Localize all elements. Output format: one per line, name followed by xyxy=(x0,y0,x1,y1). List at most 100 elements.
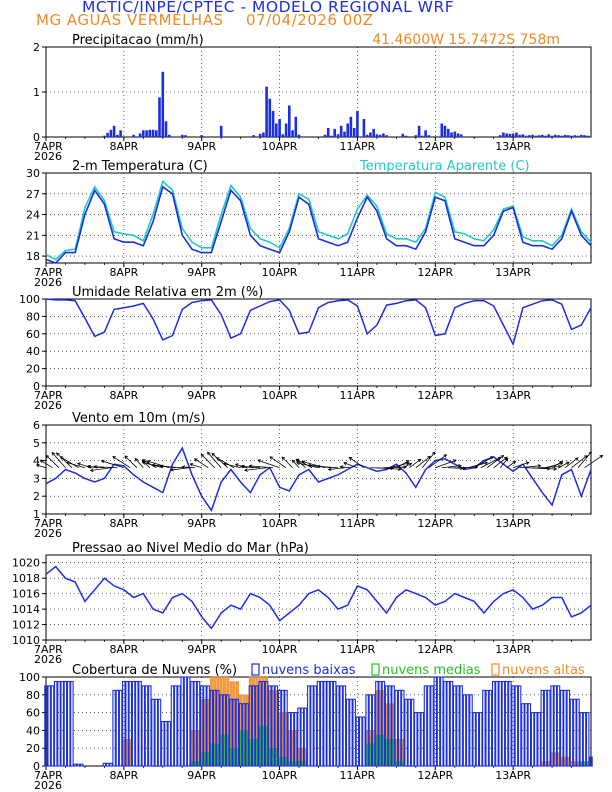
wind-arrow-head xyxy=(87,464,92,469)
wind-arrow-head xyxy=(65,461,70,465)
low-cloud-bar xyxy=(488,689,493,767)
precip-bar xyxy=(151,129,155,137)
low-cloud-bar xyxy=(63,680,68,767)
pressure-xtick-label: 12APR xyxy=(417,643,453,656)
wind-arrow-head xyxy=(295,458,300,463)
wind-arrow-head xyxy=(458,464,462,468)
wind-arrow xyxy=(170,467,189,471)
wind-arrow-head xyxy=(490,456,494,460)
low-cloud-bar xyxy=(465,694,470,767)
wind-arrow-head xyxy=(452,459,457,463)
wind-arrow-head xyxy=(243,468,248,472)
wind-arrow-head xyxy=(248,464,253,468)
wind-arrow-head xyxy=(408,462,413,467)
precip-bar xyxy=(268,98,272,138)
wind-title: Vento em 10m (m/s) xyxy=(72,411,205,426)
cloud-legend-swatch xyxy=(371,663,380,676)
wind-arrow-head xyxy=(565,461,570,465)
precip-bar xyxy=(447,128,450,137)
pressure-xtick-label: 8APR xyxy=(109,643,138,656)
cloud-legend-swatch xyxy=(491,663,500,676)
precip-bar xyxy=(570,135,573,137)
low-cloud-bar xyxy=(491,680,496,767)
pressure-xtick-label: 11APR xyxy=(340,643,376,656)
wind-arrow xyxy=(182,466,196,469)
low-cloud-bar xyxy=(199,685,204,767)
coords-label: 41.4600W 15.7472S 758m xyxy=(372,32,560,48)
rh-ytick-label: 100 xyxy=(19,293,40,306)
low-cloud-bar xyxy=(57,680,61,767)
rh-xtick-label: 7APR xyxy=(34,389,63,402)
wind-arrow xyxy=(112,456,131,469)
low-cloud-bar xyxy=(161,720,165,767)
precip-bar xyxy=(352,128,356,137)
wind-arrow xyxy=(101,460,124,469)
wind-arrow-head xyxy=(316,464,321,469)
low-cloud-bar xyxy=(105,762,110,767)
wind-arrow-head xyxy=(59,456,64,460)
wind-arrow xyxy=(343,462,358,469)
low-cloud-bar xyxy=(180,676,184,767)
low-cloud-bar xyxy=(135,680,139,767)
precip-bar xyxy=(537,135,541,137)
low-cloud-bar xyxy=(264,680,269,767)
low-cloud-bar xyxy=(378,680,382,767)
wind-arrow-head xyxy=(141,459,146,463)
wind-arrow xyxy=(223,463,241,469)
wind-arrow-head xyxy=(405,460,410,464)
temp-xtick-label: 12APR xyxy=(417,266,453,279)
clouds-xtick-label: 11APR xyxy=(340,769,376,782)
wind-arrow-head xyxy=(291,459,296,464)
precip-year-label: 2026 xyxy=(34,150,62,163)
cloud-legend-label: nuvens medias xyxy=(382,663,481,678)
precip-bar xyxy=(378,134,382,138)
wind-ytick-label: 3 xyxy=(33,472,40,485)
low-cloud-bar xyxy=(495,680,499,767)
low-cloud-bar xyxy=(294,712,298,767)
wind-arrow xyxy=(124,455,138,469)
rh-title: Umidade Relativa em 2m (%) xyxy=(72,285,263,300)
low-cloud-bar xyxy=(258,680,262,767)
low-cloud-bar xyxy=(235,698,240,767)
low-cloud-bar xyxy=(391,685,395,767)
rh-ytick-label: 60 xyxy=(26,328,40,341)
low-cloud-bar xyxy=(313,685,317,767)
rh-ytick-label: 40 xyxy=(26,345,40,358)
wind-arrow xyxy=(66,462,86,469)
low-cloud-bar xyxy=(556,685,561,767)
temp-ytick-label: 21 xyxy=(26,229,40,242)
wind-arrow xyxy=(571,455,588,469)
low-cloud-bar xyxy=(569,698,574,767)
precip-bar xyxy=(132,134,135,138)
rh-xtick-label: 11APR xyxy=(340,389,376,402)
low-cloud-bar xyxy=(550,685,554,767)
low-cloud-bar xyxy=(521,703,525,767)
low-cloud-bar xyxy=(485,689,489,767)
precip-bar xyxy=(339,125,343,138)
clouds-ytick-label: 0 xyxy=(33,760,40,773)
wind-arrow-head xyxy=(553,467,558,471)
precip-bar xyxy=(164,121,168,138)
low-cloud-bar xyxy=(368,694,373,767)
low-cloud-bar xyxy=(303,707,308,767)
precip-bar xyxy=(369,132,372,137)
wind-arrow-head xyxy=(504,457,509,462)
wind-xtick-label: 12APR xyxy=(417,517,453,530)
low-cloud-bar xyxy=(138,680,142,767)
wind-arrow xyxy=(467,462,488,469)
wind-arrow xyxy=(376,467,401,470)
wind-arrow xyxy=(244,467,267,471)
wind-arrow-head xyxy=(397,467,402,471)
wind-arrow-head xyxy=(301,460,306,464)
low-cloud-bar xyxy=(186,676,191,767)
low-cloud-bar xyxy=(553,685,558,767)
wind-arrow-head xyxy=(443,454,448,458)
low-cloud-bar xyxy=(371,694,376,767)
pressure-frame xyxy=(45,554,592,641)
low-cloud-bar xyxy=(131,680,136,767)
low-cloud-bar xyxy=(232,698,236,767)
low-cloud-bar xyxy=(381,680,386,767)
wind-arrow xyxy=(415,456,431,469)
wind-arrow-head xyxy=(241,464,245,469)
